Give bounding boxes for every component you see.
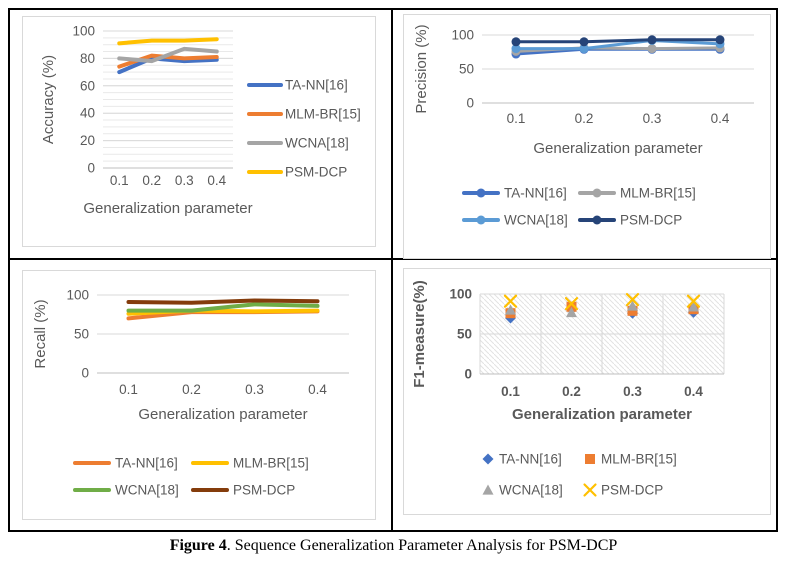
y-axis-title: Precision (%)	[413, 24, 430, 113]
x-axis-title: Generalization parameter	[512, 406, 692, 423]
y-tick-label: 0	[464, 367, 472, 382]
legend-item-wcna-18: WCNA[18]	[482, 483, 563, 498]
chart-f1: 0 50 100 0.1 0.2 0.3 0.4 Generalization paramet…	[403, 268, 771, 515]
x-tick-label: 0.1	[110, 173, 129, 188]
legend-label: WCNA[18]	[285, 136, 349, 151]
x-tick-label: 0.2	[562, 384, 581, 399]
x-tick-label: 0.3	[175, 173, 194, 188]
legend-item-ta-nn-16: TA-NN[16]	[73, 456, 178, 471]
series-ta-nn-16	[117, 56, 219, 75]
y-axis-title: Recall (%)	[32, 299, 49, 368]
legend-item-psm-dcp: PSM-DCP	[583, 483, 663, 498]
legend-label: TA-NN[16]	[285, 78, 348, 93]
legend-label: PSM-DCP	[620, 213, 682, 228]
gridlines	[482, 34, 754, 70]
legend-item-ta-nn-16: TA-NN[16]	[247, 78, 348, 93]
legend-label: WCNA[18]	[504, 213, 568, 228]
y-tick-label: 20	[80, 133, 95, 148]
gridlines	[97, 294, 349, 335]
chart-precision: 0 50 100 0.1 0.2 0.3 0.4 Generalization paramet…	[403, 14, 771, 259]
x-tick-label: 0.2	[182, 382, 201, 397]
y-tick-label: 50	[74, 327, 89, 342]
legend-label: WCNA[18]	[115, 483, 179, 498]
legend-label: MLM-BR[15]	[620, 186, 696, 201]
cell-accuracy: 0 20 40 60 80 100 0.1 0.2 0.3 0.4 Generalization p…	[10, 10, 393, 260]
x-tick-label: 0.3	[623, 384, 642, 399]
y-axis-title: F1-measure(%)	[411, 280, 428, 388]
series-psm-dcp	[503, 293, 701, 311]
y-axis-title: Accuracy (%)	[40, 55, 57, 144]
chart-f1-svg: 0 50 100 0.1 0.2 0.3 0.4 Generalization paramet…	[411, 280, 725, 498]
x-tick-label: 0.3	[245, 382, 264, 397]
x-tick-label: 0.4	[308, 382, 327, 397]
x-tick-label: 0.3	[643, 111, 662, 126]
x-axis-title: Generalization parameter	[138, 406, 307, 423]
x-tick-label: 0.2	[575, 111, 594, 126]
figure-caption-label: Figure 4	[169, 537, 227, 554]
y-tick-label: 50	[459, 62, 474, 77]
y-tick-label: 100	[66, 288, 89, 303]
legend-item-psm-dcp: PSM-DCP	[247, 165, 347, 180]
chart-precision-svg: 0 50 100 0.1 0.2 0.3 0.4 Generalization paramet…	[413, 24, 754, 228]
x-tick-label: 0.1	[507, 111, 526, 126]
x-tick-label: 0.2	[142, 173, 161, 188]
legend-label: MLM-BR[15]	[601, 452, 677, 467]
cell-precision: 0 50 100 0.1 0.2 0.3 0.4 Generalization paramet…	[393, 10, 776, 260]
chart-accuracy-svg: 0 20 40 60 80 100 0.1 0.2 0.3 0.4 Generalization p…	[40, 24, 361, 218]
y-tick-label: 100	[72, 24, 95, 39]
x-axis-title: Generalization parameter	[83, 200, 252, 217]
series-psm-dcp	[126, 298, 320, 305]
legend-item-wcna-18: WCNA[18]	[73, 483, 179, 498]
x-tick-label: 0.1	[119, 382, 138, 397]
y-tick-label: 50	[457, 327, 472, 342]
x-tick-label: 0.4	[711, 111, 730, 126]
y-tick-label: 60	[80, 78, 95, 93]
y-tick-label: 100	[449, 287, 472, 302]
legend-item-ta-nn-16: TA-NN[16]	[482, 452, 562, 467]
legend-label: TA-NN[16]	[115, 456, 178, 471]
series-psm-dcp	[511, 35, 725, 47]
legend-item-psm-dcp: PSM-DCP	[578, 213, 682, 228]
legend-item-wcna-18: WCNA[18]	[247, 136, 349, 151]
legend-label: PSM-DCP	[601, 483, 663, 498]
legend-item-mlm-br-15: MLM-BR[15]	[578, 186, 696, 201]
legend-item-wcna-18: WCNA[18]	[462, 213, 568, 228]
y-tick-label: 0	[87, 161, 95, 176]
x-axis-title: Generalization parameter	[533, 140, 702, 157]
x-tick-label: 0.4	[684, 384, 703, 399]
legend-label: WCNA[18]	[499, 483, 563, 498]
figure-caption: Figure 4. Sequence Generalization Parame…	[0, 537, 787, 555]
legend-item-mlm-br-15: MLM-BR[15]	[191, 456, 309, 471]
series-wcna-18	[126, 302, 320, 313]
figure-frame: 0 20 40 60 80 100 0.1 0.2 0.3 0.4 Generalization p…	[8, 8, 778, 532]
legend-label: PSM-DCP	[285, 165, 347, 180]
gridlines	[479, 293, 725, 374]
legend-item-ta-nn-16: TA-NN[16]	[462, 186, 567, 201]
y-tick-label: 40	[80, 106, 95, 121]
legend-label: TA-NN[16]	[499, 452, 562, 467]
y-tick-label: 0	[466, 96, 474, 111]
y-tick-label: 80	[80, 51, 95, 66]
cell-f1: 0 50 100 0.1 0.2 0.3 0.4 Generalization paramet…	[393, 260, 776, 530]
legend-label: PSM-DCP	[233, 483, 295, 498]
legend-item-mlm-br-15: MLM-BR[15]	[247, 107, 361, 122]
x-tick-label: 0.4	[207, 173, 226, 188]
series-wcna-18	[505, 300, 699, 318]
legend-label: MLM-BR[15]	[285, 107, 361, 122]
y-tick-label: 0	[81, 366, 89, 381]
legend-item-psm-dcp: PSM-DCP	[191, 483, 295, 498]
chart-recall: 0 50 100 0.1 0.2 0.3 0.4 Generalization paramet…	[22, 270, 376, 520]
x-tick-label: 0.1	[501, 384, 520, 399]
legend-label: MLM-BR[15]	[233, 456, 309, 471]
chart-accuracy: 0 20 40 60 80 100 0.1 0.2 0.3 0.4 Generalization p…	[22, 16, 376, 247]
series-psm-dcp	[117, 37, 219, 46]
series-wcna-18	[117, 46, 219, 64]
legend-label: TA-NN[16]	[504, 186, 567, 201]
y-tick-label: 100	[451, 28, 474, 43]
legend-item-mlm-br-15: MLM-BR[15]	[585, 452, 677, 467]
figure-caption-text: . Sequence Generalization Parameter Anal…	[226, 537, 618, 554]
cell-recall: 0 50 100 0.1 0.2 0.3 0.4 Generalization paramet…	[10, 260, 393, 530]
